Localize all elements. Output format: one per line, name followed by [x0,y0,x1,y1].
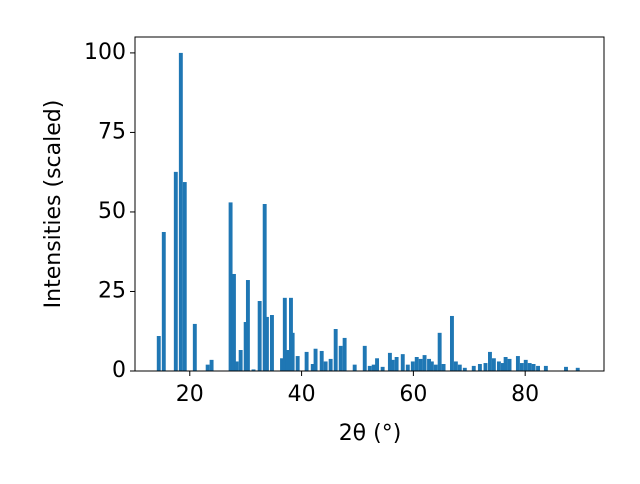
bar [427,358,431,371]
bar [387,352,392,371]
bar [429,361,434,371]
bar [441,364,446,371]
bar [462,367,467,371]
y-tick-label: 100 [84,40,126,65]
bar [527,363,532,371]
x-axis-label: 2θ (°) [339,421,402,446]
x-tick-label: 80 [511,382,539,407]
bar [228,202,233,371]
bar [304,351,309,371]
y-tick-label: 25 [98,278,126,303]
bar [543,365,548,371]
bar [161,231,166,371]
bar [178,52,183,372]
bar [285,350,290,371]
bar [156,336,161,371]
bar [257,301,262,371]
y-tick-label: 0 [112,358,126,383]
bar [507,358,512,371]
bar [380,366,385,371]
x-tick-label: 40 [288,382,316,407]
bar [414,357,419,371]
bar [390,359,395,371]
bar [515,356,520,371]
bar [477,364,482,371]
bar [367,365,372,371]
bar [500,363,505,371]
bar [422,355,427,371]
bar [433,364,438,371]
bar [531,364,536,371]
bar [575,367,580,371]
bar [371,364,376,371]
bar [264,316,269,371]
bar [437,332,442,371]
bar [471,365,476,371]
bar [523,359,528,371]
bar [280,358,284,371]
bar [453,361,458,371]
bar [362,345,367,371]
bar [313,348,318,371]
bar [262,204,267,371]
bar [503,357,508,371]
bar [394,357,399,371]
bar [269,315,274,371]
bar [457,364,462,371]
bar [245,280,250,371]
bar [333,329,338,371]
bar [352,364,357,371]
bar [192,323,197,371]
bar [342,337,347,371]
bar [338,345,343,371]
bar [491,358,496,371]
bar [251,369,256,371]
y-tick-label: 75 [98,119,126,144]
bar [418,358,423,371]
bar [483,363,488,371]
bar [536,365,540,371]
bar [243,322,248,371]
bar [519,363,524,371]
bar [496,361,501,371]
y-axis-label: Intensities (scaled) [41,100,66,309]
plot-frame [134,36,605,372]
bar [238,350,243,371]
bar [205,364,210,371]
bar [410,361,415,371]
bar [310,364,315,371]
bar [319,350,324,371]
bar [209,359,214,371]
bar [400,354,405,371]
bar [173,171,178,371]
bar [282,297,287,371]
bar [449,315,454,371]
bar [323,361,328,371]
x-tick-label: 60 [399,382,427,407]
bar [295,356,300,371]
bar [488,351,492,371]
y-tick-label: 50 [98,199,126,224]
bar [564,366,568,371]
bar [375,358,380,371]
x-tick-label: 20 [176,382,204,407]
bar [328,358,333,371]
bar [405,364,410,371]
bar [182,182,187,371]
bar [234,361,239,371]
bar [290,332,295,371]
bar [231,273,236,371]
